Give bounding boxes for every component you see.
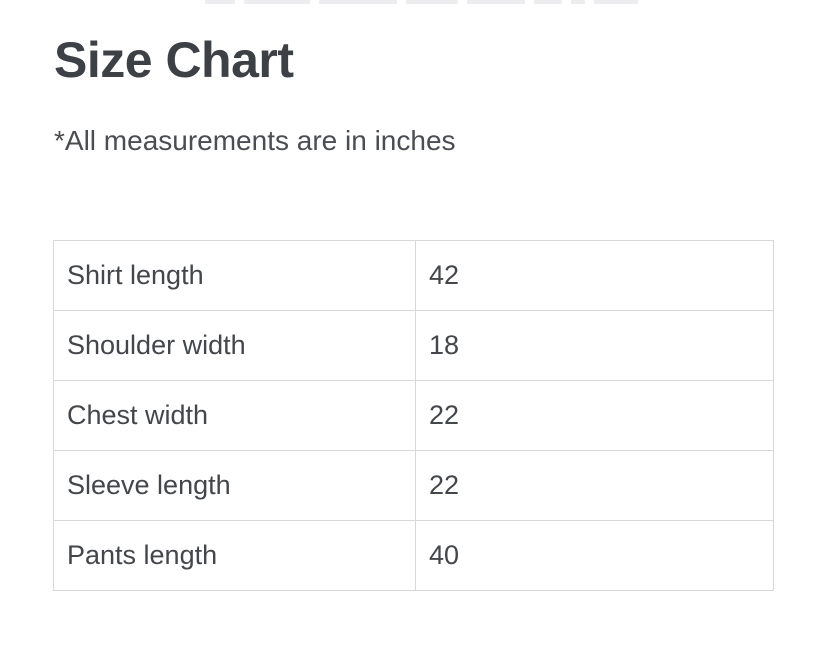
measurement-label-cell: Sleeve length bbox=[53, 450, 416, 521]
measurement-value-cell: 40 bbox=[415, 520, 774, 591]
clipped-glyph-mark bbox=[467, 0, 525, 4]
clipped-glyph-mark bbox=[319, 0, 397, 4]
clipped-glyph-mark bbox=[244, 0, 310, 4]
clipped-glyph-mark bbox=[594, 0, 638, 4]
measurement-value-cell: 22 bbox=[415, 380, 774, 451]
table-row: Pants length 40 bbox=[53, 520, 774, 591]
measurement-label-cell: Shoulder width bbox=[53, 310, 416, 381]
measurement-note: *All measurements are in inches bbox=[54, 125, 456, 156]
measurement-label-cell: Chest width bbox=[53, 380, 416, 451]
clipped-glyph-mark bbox=[406, 0, 458, 4]
table-row: Chest width 22 bbox=[53, 380, 774, 451]
clipped-glyph-mark bbox=[571, 0, 585, 4]
measurement-label-cell: Shirt length bbox=[53, 240, 416, 311]
measurement-value-cell: 18 bbox=[415, 310, 774, 381]
measurement-value-cell: 42 bbox=[415, 240, 774, 311]
measurement-label-cell: Pants length bbox=[53, 520, 416, 591]
table-row: Shoulder width 18 bbox=[53, 310, 774, 381]
table-row: Sleeve length 22 bbox=[53, 450, 774, 521]
clipped-text-remnant bbox=[205, 0, 645, 7]
size-chart-table: Shirt length 42 Shoulder width 18 Chest … bbox=[53, 240, 774, 591]
clipped-glyph-mark bbox=[205, 0, 235, 4]
table-row: Shirt length 42 bbox=[53, 240, 774, 311]
measurement-value-cell: 22 bbox=[415, 450, 774, 521]
page-title: Size Chart bbox=[54, 32, 294, 88]
clipped-glyph-mark bbox=[534, 0, 562, 4]
